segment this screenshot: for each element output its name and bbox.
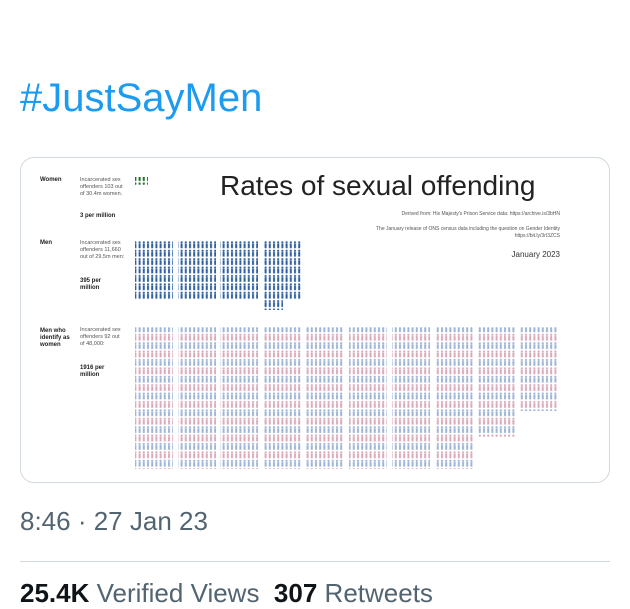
infographic-title: Rates of sexual offending bbox=[220, 170, 536, 201]
group-detail: Incarcerated sex offenders 11,660 out of… bbox=[80, 240, 125, 260]
group-label: Women bbox=[40, 177, 62, 183]
group-rate: 1916 per million bbox=[80, 365, 105, 378]
trans-icons bbox=[135, 327, 558, 469]
tweet-stats: 25.4K Verified Views 307 Retweets bbox=[20, 578, 433, 609]
group-detail: Incarcerated sex offenders 103 out of 30… bbox=[80, 177, 123, 197]
census-note: The January release of ONS census data i… bbox=[375, 226, 560, 239]
divider bbox=[20, 561, 610, 562]
group-label: Men who identify as women bbox=[40, 328, 70, 348]
group-rate: 3 per million bbox=[80, 213, 116, 219]
group-rate: 395 per million bbox=[80, 278, 102, 291]
infographic-date: January 2023 bbox=[511, 250, 560, 259]
timestamp[interactable]: 8:46 · 27 Jan 23 bbox=[20, 506, 208, 536]
hashtag[interactable]: #JustSayMen bbox=[20, 76, 263, 120]
stat-value[interactable]: 25.4K bbox=[20, 578, 90, 608]
group-label: Men bbox=[40, 240, 52, 246]
men-icons bbox=[135, 240, 301, 310]
source-note: Derived from: His Majesty's Prison Servi… bbox=[401, 211, 560, 217]
stat-label[interactable]: Verified Views bbox=[96, 578, 260, 608]
stat-value[interactable]: 307 bbox=[273, 578, 318, 608]
group-detail: Incarcerated sex offenders 92 out of 48,… bbox=[80, 327, 121, 347]
stat-label[interactable]: Retweets bbox=[324, 578, 433, 608]
icon-grids bbox=[135, 177, 558, 469]
women-icons bbox=[135, 177, 148, 185]
